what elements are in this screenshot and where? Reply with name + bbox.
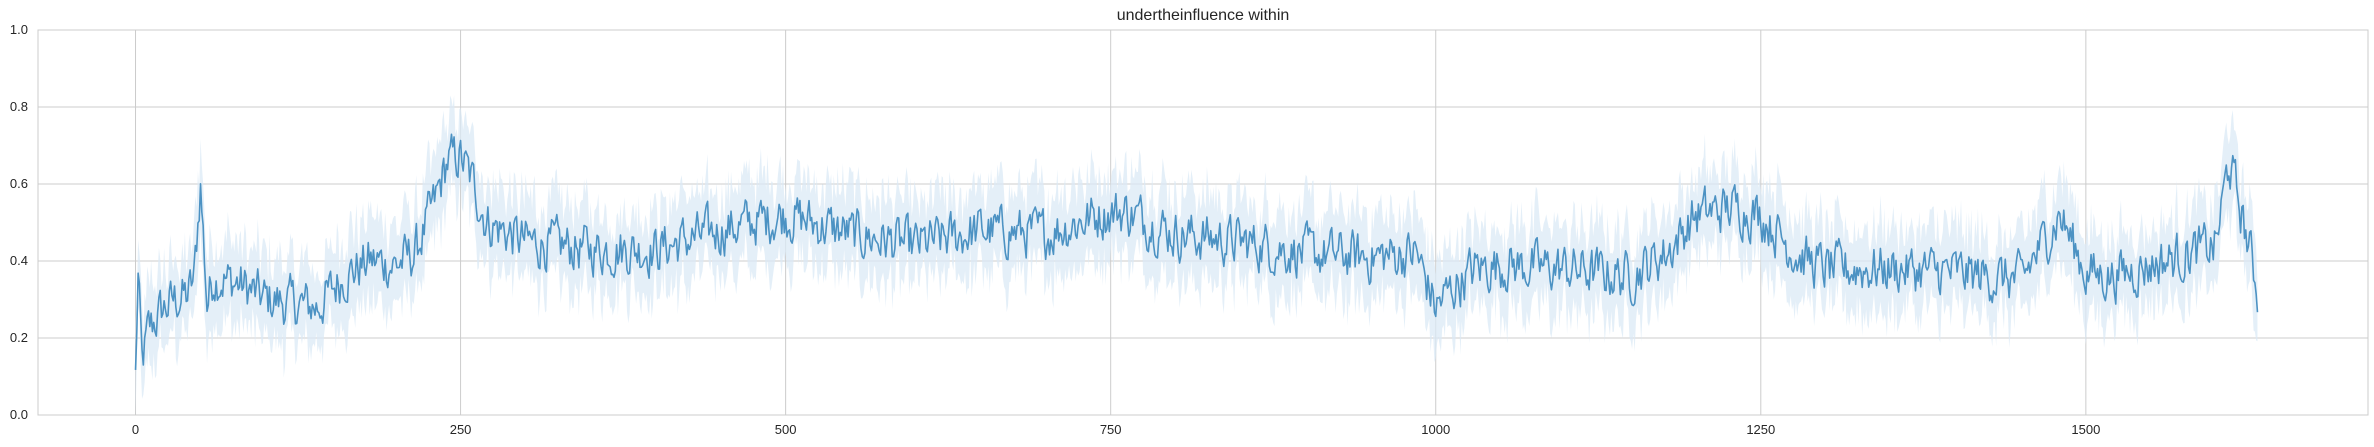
- x-tick-label: 1500: [2071, 422, 2100, 437]
- y-tick-label: 0.4: [10, 253, 28, 268]
- x-tick-label: 1250: [1746, 422, 1775, 437]
- x-tick-label: 0: [132, 422, 139, 437]
- y-tick-label: 0.8: [10, 99, 28, 114]
- axes: [37, 29, 2369, 416]
- series-line-path: [134, 133, 2259, 370]
- x-tick-label: 250: [450, 422, 472, 437]
- y-tick-label: 0.2: [10, 330, 28, 345]
- chart-title: undertheinfluence within: [1117, 7, 1290, 24]
- tick-labels: 0 250 500 750 1000 1250 1500 0.0 0.2 0.4 0.6 0.8 1.0: [10, 22, 2100, 437]
- x-tick-label: 750: [1100, 422, 1122, 437]
- x-tick-label: 1000: [1421, 422, 1450, 437]
- series-line: [134, 133, 2259, 370]
- plot-frame: [37, 29, 2369, 416]
- y-tick-label: 0.0: [10, 407, 28, 422]
- y-tick-label: 0.6: [10, 176, 28, 191]
- x-tick-label: 500: [775, 422, 797, 437]
- y-tick-label: 1.0: [10, 22, 28, 37]
